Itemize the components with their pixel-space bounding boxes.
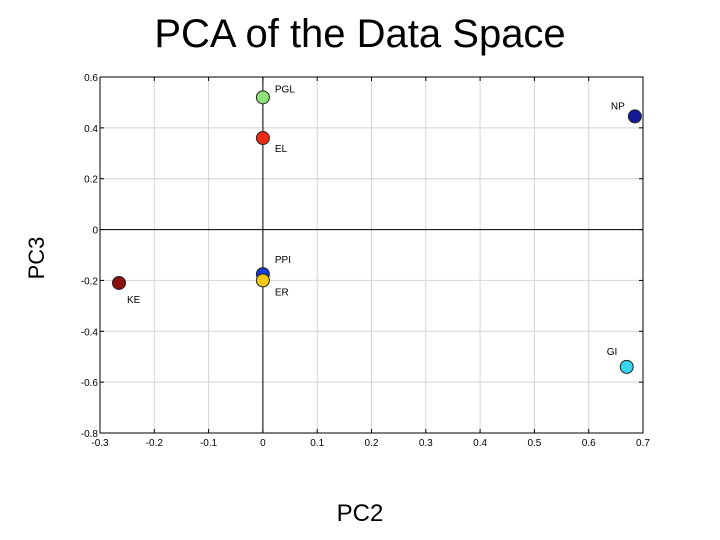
- y-tick-label: 0.6: [84, 73, 98, 84]
- x-tick-label: 0.3: [419, 438, 433, 449]
- point-np: [627, 109, 642, 124]
- x-tick-label: 0.7: [636, 438, 650, 449]
- point-ke: [112, 275, 127, 290]
- y-tick-label: 0: [92, 226, 98, 237]
- x-tick-label: 0.2: [365, 438, 379, 449]
- y-tick-label: -0.8: [81, 429, 99, 440]
- x-tick-label: -0.3: [91, 438, 109, 449]
- x-tick-label: -0.2: [146, 438, 164, 449]
- point-label-pgl: PGL: [275, 84, 295, 95]
- x-axis-label: PC2: [336, 500, 384, 527]
- point-gi: [619, 359, 634, 374]
- data-points: [112, 90, 642, 374]
- x-tick-label: 0.1: [310, 438, 324, 449]
- x-tick-label: 0.6: [582, 438, 596, 449]
- y-tick-label: -0.4: [81, 327, 99, 338]
- x-tick-label: -0.1: [200, 438, 218, 449]
- axis-ticks: -0.3 -0.2 -0.1 0 0.1 0.2 0.3 0.4 0.5 0.6 0.7 0.6 0.4…: [81, 73, 651, 449]
- point-er: [255, 273, 270, 288]
- point-pgl: [255, 90, 270, 105]
- y-tick-label: -0.6: [81, 378, 99, 389]
- point-labels: PGL EL NP PPI ER KE GI: [127, 84, 625, 358]
- grid-lines: [99, 76, 644, 434]
- point-label-el: EL: [275, 144, 288, 155]
- point-label-gi: GI: [607, 347, 618, 358]
- x-tick-label: 0: [260, 438, 266, 449]
- x-tick-label: 0.4: [473, 438, 487, 449]
- x-tick-label: 0.5: [527, 438, 541, 449]
- point-el: [255, 131, 270, 146]
- point-label-er: ER: [275, 287, 289, 298]
- point-label-ppi: PPI: [275, 255, 291, 266]
- chart-title: PCA of the Data Space: [154, 12, 566, 56]
- point-label-ke: KE: [127, 295, 141, 306]
- y-tick-label: 0.2: [84, 175, 98, 186]
- point-label-np: NP: [611, 101, 625, 112]
- y-tick-label: -0.2: [81, 276, 99, 287]
- y-tick-label: 0.4: [84, 124, 98, 135]
